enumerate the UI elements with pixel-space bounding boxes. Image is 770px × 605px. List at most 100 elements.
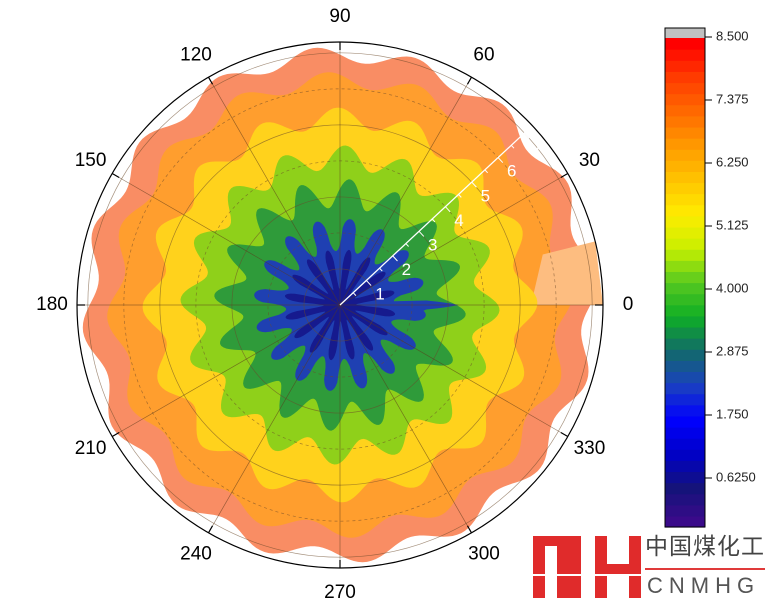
colorbar-step (665, 126, 705, 139)
angular-tick (560, 431, 569, 438)
angular-tick-label: 150 (75, 150, 107, 171)
angular-gridline (208, 77, 341, 306)
watermark-text-en: CNMHG (647, 573, 761, 598)
colorbar-step (665, 293, 705, 306)
angular-tick-label: 210 (75, 438, 107, 459)
colorbar-tick-label: 2.875 (716, 343, 749, 358)
angular-tick (111, 172, 120, 179)
angular-gridline (339, 173, 568, 306)
colorbar-step (665, 160, 705, 172)
colorbar-tick-label: 7.375 (716, 91, 749, 106)
colorbar-step (665, 515, 705, 528)
angular-tick (466, 76, 473, 85)
angular-tick-label: 240 (180, 543, 212, 564)
colorbar-step (665, 471, 705, 484)
colorbar-step (665, 493, 705, 506)
colorbar-step (665, 271, 705, 284)
angular-tick-label: 180 (36, 294, 68, 315)
radial-tick (497, 157, 504, 164)
radial-tick (524, 132, 530, 139)
angular-tick-label: 270 (324, 582, 356, 603)
colorbar-step (665, 138, 705, 150)
colorbar-step (665, 104, 705, 117)
angular-ticks: 0 30 60 90 120 150 180 210 240 270 300 330 (36, 6, 633, 603)
colorbar-step (665, 193, 705, 206)
colorbar-step (665, 371, 705, 384)
radial-tick-label: 6 (507, 162, 516, 181)
angular-gridline (112, 173, 341, 306)
colorbar-step (665, 449, 705, 461)
angular-tick (207, 76, 214, 85)
angular-tick-label: 90 (329, 6, 350, 27)
angular-gridline (208, 304, 341, 533)
radial-tick (510, 144, 515, 149)
colorbar-step (665, 460, 705, 473)
radial-tick (392, 255, 398, 262)
angular-tick (207, 525, 214, 534)
radial-tick (379, 267, 383, 272)
colorbar-step (665, 482, 705, 495)
angular-tick (466, 525, 473, 534)
colorbar-step (665, 360, 705, 373)
radial-tick-label: 2 (402, 260, 411, 279)
colorbar-tick-label: 1.750 (716, 406, 749, 421)
colorbar-frame (664, 27, 706, 528)
colorbar-step (665, 60, 705, 72)
angular-tick-label: 30 (579, 150, 600, 171)
angular-tick-label: 0 (623, 294, 634, 315)
watermark-divider (645, 568, 765, 570)
radial-axis-line (339, 127, 530, 306)
radial-tick (471, 181, 477, 188)
colorbar-step (665, 49, 705, 61)
colorbar-step (665, 215, 705, 228)
radial-tick (445, 206, 451, 213)
colorbar-step (665, 115, 705, 128)
colorbar-step (665, 249, 705, 261)
angular-gridline (112, 304, 341, 437)
colorbar-step (665, 315, 705, 328)
colorbar-step (665, 393, 705, 406)
watermark-logo: 中国煤化工 CNMHG (533, 530, 770, 604)
angular-tick-label: 330 (574, 438, 606, 459)
polar-grid (77, 42, 603, 568)
colorbar: 8.500 7.375 6.250 5.125 4.000 2.875 1.750 0.625… (664, 27, 756, 528)
colorbar-step (665, 504, 705, 517)
colorbar-step (665, 415, 705, 428)
colorbar-step (665, 238, 705, 250)
colorbar-step (665, 38, 705, 50)
mh-logo-mark (533, 536, 643, 598)
angular-gridline (339, 304, 472, 533)
colorbar-step (665, 382, 705, 395)
contour-wedge (530, 241, 603, 305)
angular-gridline (339, 77, 472, 306)
radial-tick (484, 169, 489, 174)
colorbar-tick-label: 4.000 (716, 280, 749, 295)
radial-tick (352, 292, 357, 296)
colorbar-step (665, 149, 705, 161)
watermark-text-cn: 中国煤化工 (645, 533, 765, 559)
colorbar-step (665, 260, 705, 272)
radial-tick (431, 218, 436, 223)
colorbar-step (665, 326, 705, 339)
angular-gridline (339, 304, 568, 437)
colorbar-step (665, 349, 705, 361)
colorbar-step (665, 338, 705, 350)
radial-tick-label: 1 (375, 285, 384, 304)
colorbar-step (665, 438, 705, 450)
angular-tick-label: 120 (180, 45, 212, 66)
radial-tick (418, 230, 425, 237)
colorbar-step (665, 226, 705, 239)
colorbar-overflow (665, 28, 705, 38)
colorbar-tick-label: 6.250 (716, 154, 749, 169)
colorbar-tick-label: 5.125 (716, 217, 749, 232)
radial-tick (365, 280, 372, 286)
angular-tick-label: 300 (468, 543, 500, 564)
radial-tick-label: 4 (454, 211, 463, 230)
angular-tick (560, 172, 569, 179)
angular-tick-label: 60 (473, 45, 494, 66)
radial-tick (405, 243, 409, 247)
colorbar-step (665, 304, 705, 317)
